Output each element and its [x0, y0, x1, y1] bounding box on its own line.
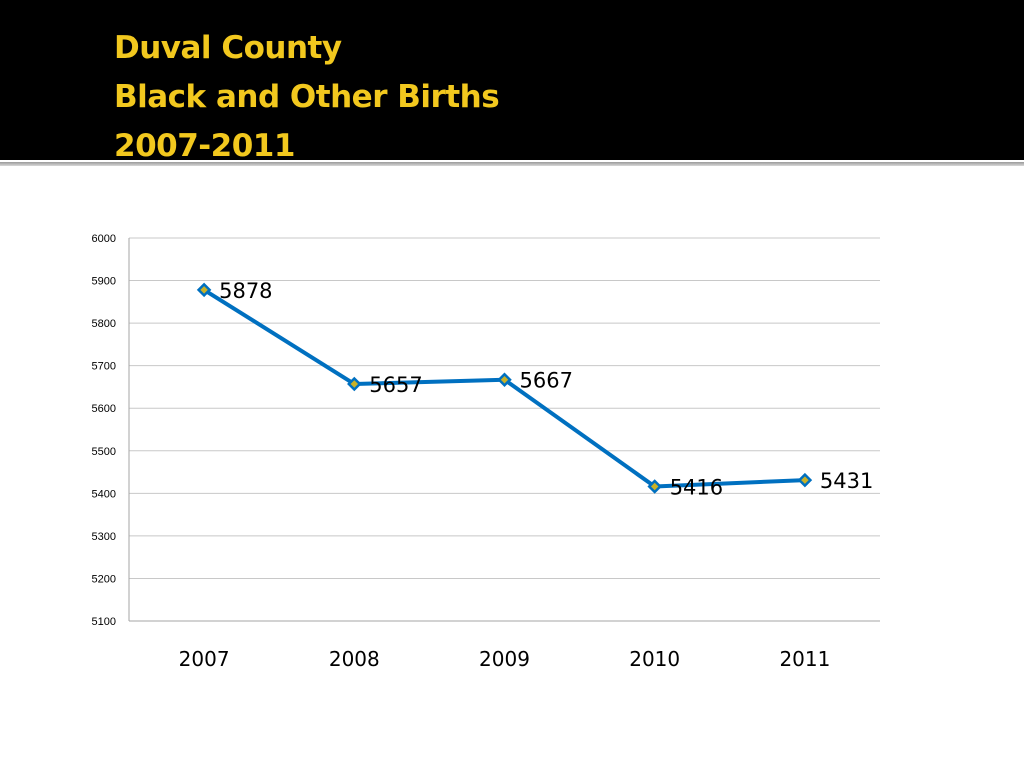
y-tick-label-5800: 5800	[92, 318, 116, 330]
title-banner	[0, 0, 1024, 160]
y-tick-label-5700: 5700	[92, 361, 116, 373]
y-tick-label-5500: 5500	[92, 446, 116, 458]
x-tick-label-2011: 2011	[779, 647, 830, 671]
y-tick-label-5300: 5300	[92, 531, 116, 543]
data-point-2007	[196, 282, 212, 298]
y-tick-label-5100: 5100	[92, 616, 116, 628]
y-tick-label-5200: 5200	[92, 573, 116, 585]
series-line	[203, 288, 805, 489]
x-tick-label-2008: 2008	[329, 647, 380, 671]
y-tick-label-5900: 5900	[92, 276, 116, 288]
data-label-2008: 5657	[369, 373, 422, 397]
x-tick-label-2007: 2007	[179, 647, 230, 671]
x-tick-label-2010: 2010	[629, 647, 680, 671]
data-point-2010	[647, 479, 662, 494]
slide-title-line-3: 2007-2011	[114, 128, 295, 164]
data-point-2009	[497, 372, 512, 387]
slide-title-line-2: Black and Other Births	[114, 79, 500, 115]
y-tick-label-6000: 6000	[92, 233, 116, 245]
data-label-2007: 5878	[219, 279, 272, 303]
y-tick-label-5400: 5400	[92, 488, 116, 500]
slide-title-line-1: Duval County	[114, 30, 342, 66]
data-label-2011: 5431	[820, 469, 873, 493]
header-divider	[0, 160, 1024, 166]
data-point-2008	[347, 376, 362, 392]
data-point-2011	[797, 472, 813, 488]
x-tick-label-2009: 2009	[479, 647, 530, 671]
y-tick-label-5600: 5600	[92, 403, 116, 415]
data-label-2010: 5416	[670, 476, 723, 500]
data-label-2009: 5667	[520, 369, 573, 393]
